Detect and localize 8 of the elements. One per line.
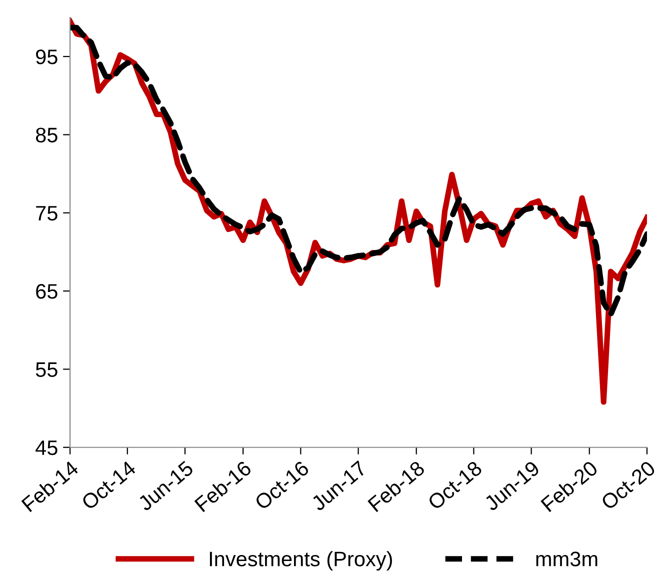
y-tick-label: 45	[36, 440, 58, 456]
y-tick-label: 65	[36, 284, 58, 299]
legend-label: Investments (Proxy)	[210, 551, 392, 570]
y-tick-label: 85	[36, 128, 58, 142]
y-tick-label: 95	[36, 50, 58, 64]
legend-label: mm3m	[536, 552, 598, 566]
y-tick-label: 75	[36, 206, 58, 221]
y-tick-label: 55	[36, 362, 58, 377]
